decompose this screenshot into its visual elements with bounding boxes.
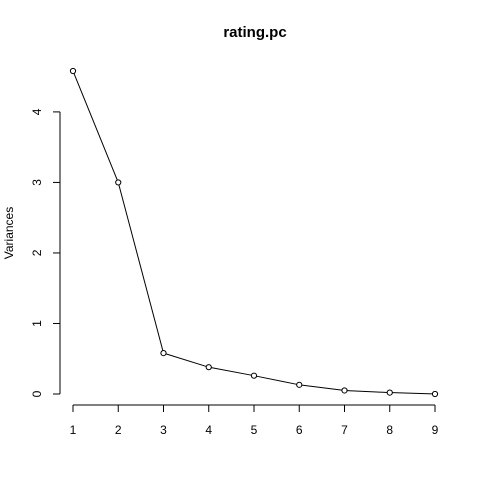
x-axis: 1 2 3 4 5 6 7 8 9 (70, 404, 439, 437)
data-point (431, 390, 439, 398)
series-line-segment (392, 392, 433, 395)
series-line-segment (256, 375, 297, 385)
series-line-segment (347, 390, 388, 393)
y-tick-label: 4 (30, 108, 44, 115)
x-tick-label: 7 (341, 423, 348, 437)
y-tick-label: 2 (30, 249, 44, 256)
series-line-segment (301, 384, 342, 391)
y-axis: 0 1 2 3 4 (30, 108, 61, 397)
series-line-segment (118, 184, 164, 351)
data-point (205, 364, 212, 371)
x-tick-label: 4 (205, 423, 212, 437)
series-line-segment (211, 367, 252, 376)
data-point (69, 67, 77, 75)
x-tick-label: 3 (160, 423, 167, 437)
data-point (341, 387, 348, 394)
chart-title: rating.pc (223, 24, 286, 41)
data-point (296, 381, 303, 388)
data-point (115, 179, 122, 186)
x-tick-label: 6 (296, 423, 303, 437)
x-tick-label: 1 (70, 423, 77, 437)
x-tick-label: 9 (432, 423, 439, 437)
x-tick-label: 2 (115, 423, 122, 437)
y-axis-label: Variances (2, 207, 16, 259)
data-point (386, 389, 393, 396)
data-point (250, 372, 258, 379)
y-tick-label: 3 (30, 179, 44, 186)
y-tick-label: 1 (30, 320, 44, 327)
series-line-segment (73, 73, 118, 181)
series-group (69, 67, 439, 398)
x-tick-label: 5 (251, 423, 258, 437)
x-tick-label: 8 (386, 423, 393, 437)
series-line-segment (165, 353, 207, 367)
data-point (160, 349, 167, 357)
y-tick-label: 0 (30, 390, 44, 397)
